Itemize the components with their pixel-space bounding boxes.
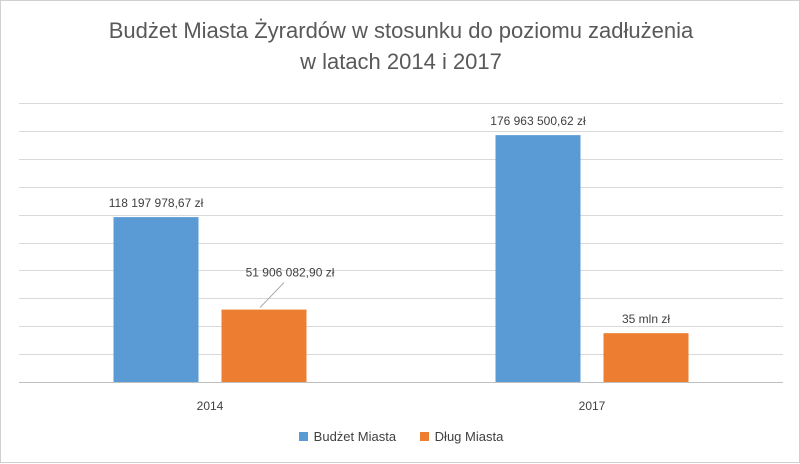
bar-dlug-2017: [603, 333, 689, 382]
bar-dlug-2014: [221, 309, 307, 382]
x-axis-tick-labels: 2014 2017: [197, 399, 606, 413]
x-tick-label-2017: 2017: [579, 399, 606, 413]
data-label-dlug-2017: 35 mln zł: [622, 312, 670, 326]
bar-budzet-2014: [113, 217, 199, 382]
chart-title: Budżet Miasta Żyrardów w stosunku do poz…: [1, 15, 800, 77]
data-label-leader-line: [259, 282, 285, 308]
legend-item-budzet: Budżet Miasta: [298, 429, 397, 444]
legend-item-dlug: Dług Miasta: [419, 429, 504, 444]
legend-swatch-budzet: [298, 432, 308, 441]
x-tick-label-2014: 2014: [197, 399, 224, 413]
bars: [113, 135, 689, 382]
legend-label-budzet: Budżet Miasta: [313, 429, 397, 444]
legend-label-dlug: Dług Miasta: [434, 429, 504, 444]
chart-title-line-2: w latach 2014 i 2017: [300, 49, 502, 74]
legend-swatch-dlug: [419, 432, 429, 441]
legend: Budżet Miasta Dług Miasta: [1, 429, 800, 444]
data-labels: 118 197 978,67 zł 51 906 082,90 zł 176 963…: [109, 114, 671, 326]
data-label-budzet-2017: 176 963 500,62 zł: [490, 114, 586, 128]
data-label-budzet-2014: 118 197 978,67 zł: [109, 196, 204, 210]
bar-budzet-2017: [495, 135, 581, 382]
chart-title-line-1: Budżet Miasta Żyrardów w stosunku do poz…: [108, 18, 694, 43]
data-label-dlug-2014: 51 906 082,90 zł: [246, 266, 335, 280]
